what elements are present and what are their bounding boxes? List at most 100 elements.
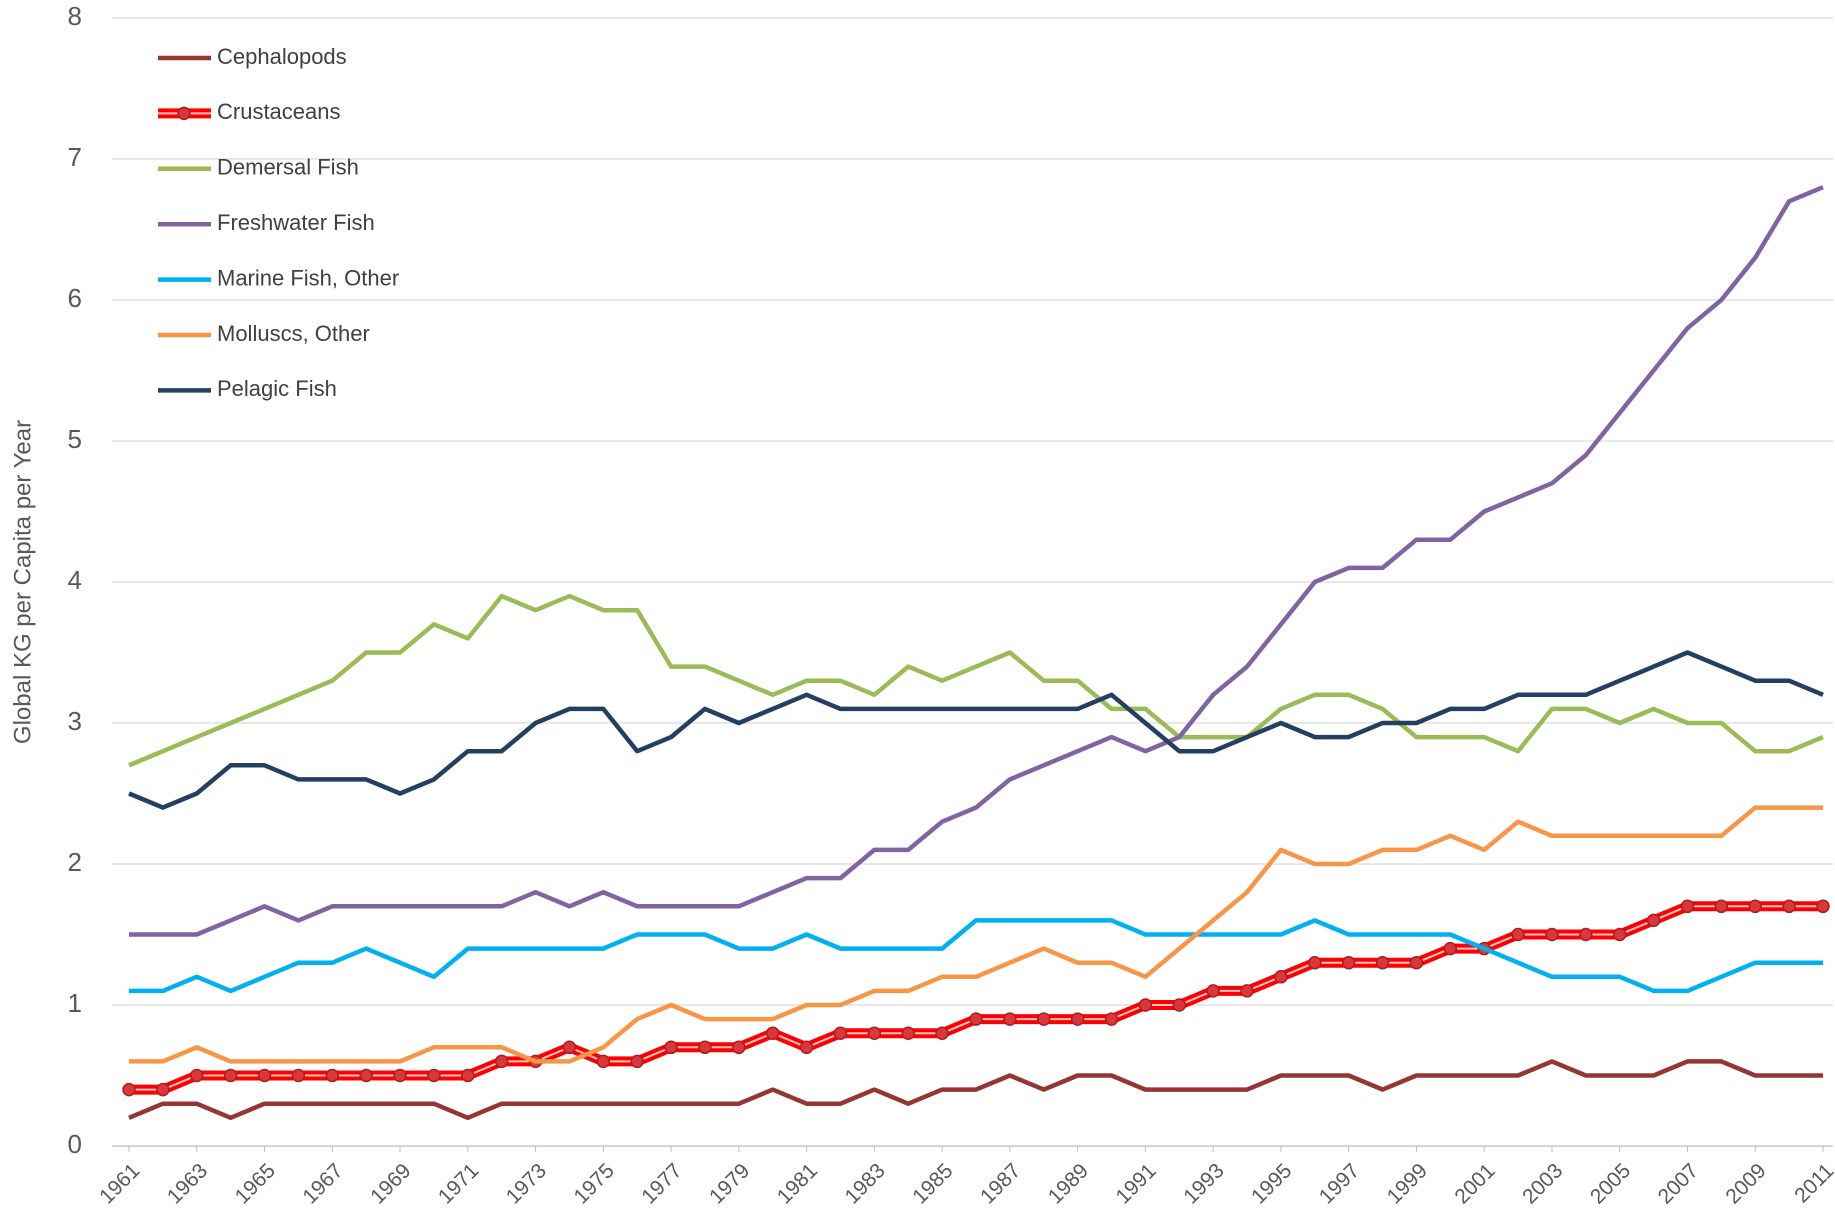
point bbox=[1714, 899, 1729, 914]
point bbox=[732, 1040, 746, 1055]
x-tick-label: 1983 bbox=[841, 1159, 890, 1208]
x-tick-label: 1987 bbox=[976, 1159, 1025, 1208]
x-tick-label: 1973 bbox=[502, 1159, 551, 1208]
point bbox=[427, 1068, 441, 1083]
point bbox=[799, 1040, 814, 1055]
point bbox=[630, 1054, 644, 1069]
point bbox=[1003, 1012, 1017, 1026]
y-tick-label: 8 bbox=[68, 1, 82, 31]
point bbox=[1037, 1012, 1051, 1026]
series-line bbox=[129, 185, 1824, 937]
point bbox=[1579, 927, 1593, 942]
point bbox=[461, 1068, 475, 1083]
point bbox=[1680, 899, 1695, 914]
point bbox=[1511, 927, 1525, 942]
point bbox=[1375, 955, 1390, 970]
series-line bbox=[128, 1059, 1823, 1121]
x-tick-label: 2011 bbox=[1790, 1159, 1835, 1207]
y-tick-label: 7 bbox=[68, 142, 82, 172]
point bbox=[1443, 941, 1458, 956]
x-tick-label: 1963 bbox=[163, 1159, 212, 1208]
point bbox=[1206, 984, 1220, 998]
x-tick-label: 1967 bbox=[298, 1159, 347, 1208]
point bbox=[833, 1026, 848, 1040]
x-tick-label: 1985 bbox=[908, 1159, 957, 1208]
x-tick-label: 1977 bbox=[637, 1159, 686, 1208]
x-tick-label: 1969 bbox=[366, 1159, 415, 1208]
point bbox=[1070, 1012, 1085, 1026]
y-tick-label: 5 bbox=[68, 424, 82, 454]
x-tick-label: 1971 bbox=[434, 1159, 483, 1208]
point bbox=[1409, 955, 1424, 970]
x-tick-label: 1979 bbox=[705, 1159, 754, 1208]
point bbox=[359, 1068, 373, 1083]
y-tick-label: 0 bbox=[68, 1129, 82, 1159]
y-tick-label: 4 bbox=[68, 565, 82, 595]
x-tick-label: 1995 bbox=[1247, 1159, 1296, 1208]
x-tick-label: 1999 bbox=[1383, 1159, 1432, 1208]
legend-label: Freshwater Fish bbox=[217, 210, 375, 235]
x-tick-label: 1961 bbox=[95, 1159, 144, 1208]
point bbox=[1172, 998, 1187, 1012]
x-tick-label: 1993 bbox=[1179, 1159, 1228, 1208]
point bbox=[664, 1040, 678, 1055]
y-tick-label: 3 bbox=[68, 706, 82, 736]
x-tick-label: 1975 bbox=[569, 1159, 618, 1208]
point bbox=[1646, 913, 1661, 928]
point bbox=[901, 1026, 915, 1040]
legend-label: Cephalopods bbox=[217, 44, 347, 69]
point bbox=[325, 1068, 340, 1083]
legend-label: Demersal Fish bbox=[217, 155, 359, 180]
point bbox=[257, 1068, 272, 1083]
point bbox=[1341, 955, 1356, 970]
point bbox=[1612, 927, 1627, 942]
point bbox=[1240, 984, 1254, 998]
point bbox=[1308, 955, 1322, 970]
x-tick-label: 2003 bbox=[1518, 1159, 1567, 1208]
x-tick-label: 1981 bbox=[773, 1159, 822, 1208]
point bbox=[1138, 998, 1153, 1012]
point bbox=[393, 1068, 407, 1083]
series-line bbox=[129, 805, 1823, 1064]
x-tick-label: 2005 bbox=[1586, 1159, 1635, 1208]
point bbox=[935, 1026, 949, 1040]
y-tick-label: 6 bbox=[68, 283, 82, 313]
point bbox=[1748, 899, 1762, 914]
x-tick-label: 2009 bbox=[1721, 1159, 1770, 1208]
point bbox=[596, 1054, 611, 1069]
series-line bbox=[129, 918, 1823, 994]
point bbox=[1274, 970, 1288, 984]
point bbox=[698, 1040, 712, 1055]
legend-marker bbox=[177, 106, 191, 121]
point bbox=[562, 1040, 577, 1055]
x-tick-label: 1997 bbox=[1315, 1159, 1364, 1208]
x-tick-label: 2007 bbox=[1654, 1159, 1703, 1208]
point bbox=[1545, 927, 1559, 942]
point bbox=[494, 1054, 509, 1069]
point bbox=[969, 1012, 983, 1026]
point bbox=[190, 1068, 204, 1083]
point bbox=[156, 1082, 170, 1097]
point bbox=[291, 1068, 306, 1083]
x-tick-label: 2001 bbox=[1450, 1159, 1499, 1208]
y-tick-label: 2 bbox=[68, 847, 82, 877]
x-tick-label: 1989 bbox=[1044, 1159, 1093, 1208]
point bbox=[765, 1026, 780, 1040]
y-tick-label: 1 bbox=[68, 988, 82, 1018]
x-tick-label: 1965 bbox=[231, 1159, 280, 1208]
point bbox=[1782, 899, 1796, 914]
point bbox=[122, 1082, 136, 1097]
legend-label: Marine Fish, Other bbox=[217, 265, 399, 290]
legend-label: Molluscs, Other bbox=[217, 321, 370, 346]
x-tick-label: 1991 bbox=[1112, 1159, 1161, 1208]
series-line bbox=[128, 650, 1824, 810]
series-line bbox=[128, 593, 1824, 768]
point bbox=[223, 1068, 238, 1083]
legend-label: Crustaceans bbox=[217, 99, 341, 124]
point bbox=[1816, 899, 1830, 914]
legend-label: Pelagic Fish bbox=[217, 376, 337, 401]
y-axis-label: Global KG per Capita per Year bbox=[9, 420, 36, 744]
point bbox=[867, 1026, 882, 1040]
point bbox=[1104, 1012, 1119, 1026]
